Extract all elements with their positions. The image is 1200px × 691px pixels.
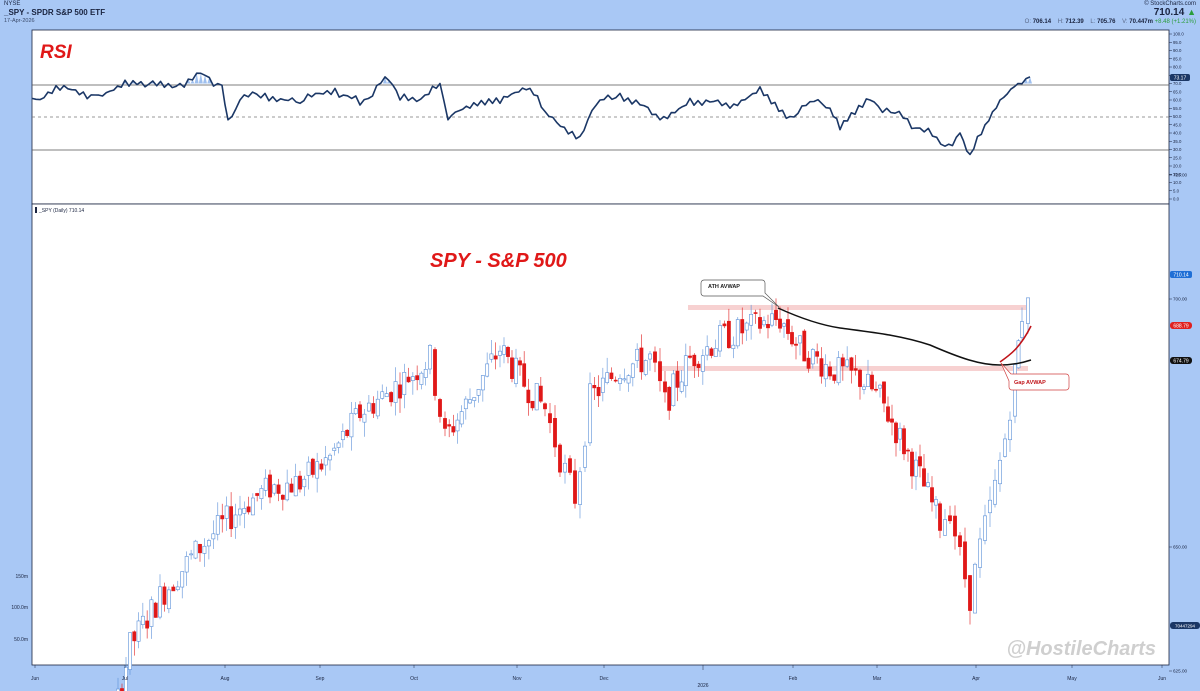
- rsi-tick: 25.0: [1173, 155, 1182, 160]
- last-price: 710.14 ▲: [1020, 7, 1196, 18]
- header-right: © StockCharts.com 710.14 ▲ O: 706.14 H: …: [1020, 1, 1196, 25]
- volume-tick: 150m: [15, 574, 28, 580]
- month-tick: Apr: [972, 676, 980, 682]
- open-label: O:: [1024, 19, 1032, 25]
- volume-tick: 50.0m: [14, 637, 28, 643]
- open-value: 706.14: [1032, 19, 1052, 25]
- rsi-tick: 70.0: [1173, 81, 1182, 86]
- volume-value: 70.447m: [1129, 19, 1153, 25]
- rsi-tick: 10.0: [1173, 180, 1182, 185]
- watermark: @HostileCharts: [1006, 638, 1156, 660]
- rsi-tick: 15.0: [1173, 172, 1182, 177]
- rsi-tick: 35.0: [1173, 139, 1182, 144]
- low-label: L:: [1090, 19, 1096, 25]
- ohlc-row: O: 706.14 H: 712.39 L: 705.76 V: 70.447m…: [1020, 19, 1196, 25]
- price-tick: 700.00: [1173, 297, 1187, 302]
- brand-label: © StockCharts.com: [1144, 1, 1196, 7]
- gap-avwap-pill: 688.79: [1170, 322, 1192, 330]
- ath-avwap-label: ATH AVWAP: [708, 284, 740, 290]
- change-value: +8.48 (+1.21%): [1154, 19, 1196, 25]
- rsi-tick: 90.0: [1173, 48, 1182, 53]
- month-tick: Oct: [410, 676, 418, 682]
- rsi-tick: 40.0: [1173, 131, 1182, 136]
- rsi-line: [31, 72, 1031, 156]
- gap-avwap-line: [999, 325, 1032, 363]
- month-tick: Jul: [122, 676, 128, 682]
- rsi-axis: 100.095.090.085.080.075.070.065.060.055.…: [1169, 32, 1184, 202]
- month-tick: Sep: [316, 676, 325, 682]
- gap-avwap-label: Gap AVWAP: [1014, 380, 1046, 386]
- rsi-tick: 60.0: [1173, 98, 1182, 103]
- price-tick: 625.00: [1173, 669, 1187, 674]
- price-title: SPY - S&P 500: [430, 250, 567, 272]
- rsi-tick: 0.0: [1173, 197, 1180, 202]
- candlesticks: [116, 297, 1030, 691]
- date-label: 17-Apr-2026: [4, 18, 35, 24]
- price-tick: 650.00: [1173, 545, 1187, 550]
- rsi-tick: 65.0: [1173, 89, 1182, 94]
- resistance-zone: [688, 305, 1028, 310]
- high-value: 712.39: [1065, 19, 1084, 25]
- rsi-tick: 20.0: [1173, 164, 1182, 169]
- month-tick: Jun: [1158, 676, 1166, 682]
- header-left: NYSE _SPY - SPDR S&P 500 ETF 17-Apr-2026: [4, 1, 105, 24]
- month-tick: Jun: [31, 676, 39, 682]
- rsi-tick: 85.0: [1173, 56, 1182, 61]
- month-tick: Nov: [513, 676, 522, 682]
- rsi-value-pill: 73.17: [1170, 74, 1190, 82]
- month-tick: Aug: [221, 676, 230, 682]
- volume-axis: 150m 100.0m 50.0m: [11, 574, 28, 643]
- price-tick: 725.00: [1173, 173, 1187, 178]
- high-label: H:: [1057, 19, 1064, 25]
- month-tick: Dec: [600, 676, 609, 682]
- rsi-tick: 5.0: [1173, 188, 1180, 193]
- rsi-tick: 50.0: [1173, 114, 1182, 119]
- x-axis: Jun Jul Aug Sep Oct Nov Dec Feb Mar Apr May Jun: [31, 665, 1166, 682]
- rsi-tick: 55.0: [1173, 106, 1182, 111]
- rsi-tick: 45.0: [1173, 122, 1182, 127]
- volume-value-label: 70447294: [1175, 624, 1196, 629]
- rsi-panel: [31, 29, 1170, 205]
- gap-avwap-callout: Gap AVWAP: [1000, 362, 1070, 391]
- month-tick: Feb: [789, 676, 798, 682]
- rsi-tick: 80.0: [1173, 65, 1182, 70]
- low-value: 705.76: [1097, 19, 1116, 25]
- rsi-current-value: 73.17: [1174, 76, 1187, 82]
- symbol-title: _SPY - SPDR S&P 500 ETF: [4, 8, 106, 17]
- month-tick: May: [1067, 676, 1077, 682]
- last-price-label: 710.14: [1173, 273, 1189, 279]
- price-panel: [31, 203, 1170, 666]
- legend-swatch: [35, 207, 37, 213]
- up-triangle-icon: ▲: [1187, 7, 1196, 17]
- ath-avwap-callout: ATH AVWAP: [700, 279, 780, 308]
- price-legend: _SPY (Daily) 710.14: [38, 208, 84, 214]
- last-price-value: 710.14: [1153, 7, 1185, 18]
- ath-avwap-line: [777, 307, 1032, 366]
- ath-avwap-pill: 674.79: [1170, 357, 1192, 365]
- volume-tick: 100.0m: [11, 605, 28, 611]
- volume-pill: 70447294: [1170, 622, 1200, 629]
- rsi-tick: 100.0: [1173, 32, 1184, 37]
- volume-label: V:: [1122, 19, 1128, 25]
- rsi-tick: 30.0: [1173, 147, 1182, 152]
- year-label: 2026: [697, 683, 708, 689]
- ath-avwap-value: 674.79: [1173, 359, 1189, 365]
- gap-avwap-value: 688.79: [1173, 324, 1189, 330]
- rsi-tick: 95.0: [1173, 40, 1182, 45]
- last-price-pill: 710.14: [1170, 271, 1192, 279]
- month-tick: Mar: [873, 676, 882, 682]
- exchange-label: NYSE: [4, 1, 21, 7]
- rsi-title: RSI: [40, 42, 72, 63]
